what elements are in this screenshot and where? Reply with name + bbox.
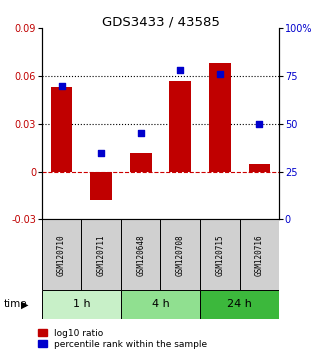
- Bar: [209, 63, 231, 172]
- Point: [178, 68, 183, 73]
- Text: GSM120708: GSM120708: [176, 234, 185, 276]
- Text: GSM120715: GSM120715: [215, 234, 224, 276]
- Point: [138, 131, 143, 136]
- Point: [217, 72, 222, 77]
- Point: [257, 121, 262, 127]
- Text: 1 h: 1 h: [73, 299, 90, 309]
- Point: [99, 150, 104, 155]
- Point: [59, 83, 64, 88]
- Text: 24 h: 24 h: [227, 299, 252, 309]
- Text: ▶: ▶: [21, 299, 28, 309]
- Bar: [121, 290, 200, 319]
- Bar: [42, 290, 121, 319]
- Text: time: time: [3, 299, 27, 309]
- Bar: [169, 81, 191, 172]
- Bar: [200, 219, 240, 290]
- Text: GSM120711: GSM120711: [97, 234, 106, 276]
- Bar: [81, 219, 121, 290]
- Bar: [200, 290, 279, 319]
- Bar: [160, 219, 200, 290]
- Bar: [130, 153, 152, 172]
- Text: GSM120710: GSM120710: [57, 234, 66, 276]
- Text: GDS3433 / 43585: GDS3433 / 43585: [101, 16, 220, 29]
- Bar: [90, 172, 112, 200]
- Bar: [240, 219, 279, 290]
- Text: 4 h: 4 h: [152, 299, 169, 309]
- Bar: [51, 87, 73, 172]
- Bar: [248, 164, 270, 172]
- Bar: [42, 219, 81, 290]
- Text: GSM120648: GSM120648: [136, 234, 145, 276]
- Bar: [121, 219, 160, 290]
- Legend: log10 ratio, percentile rank within the sample: log10 ratio, percentile rank within the …: [37, 328, 208, 349]
- Text: GSM120716: GSM120716: [255, 234, 264, 276]
